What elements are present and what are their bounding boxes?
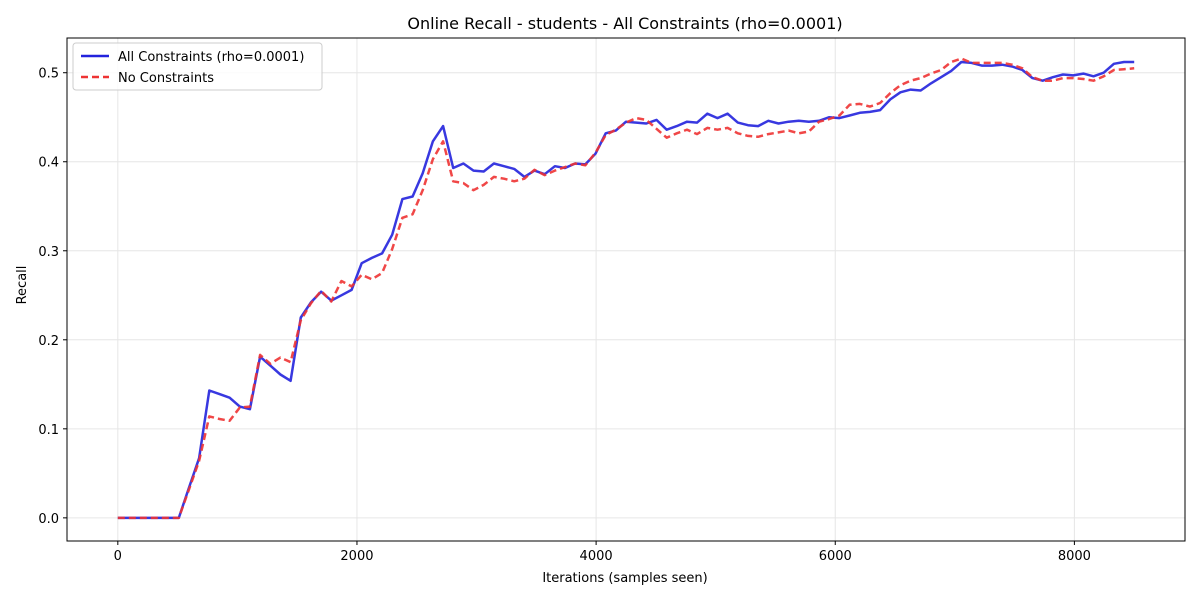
x-tick-label: 2000 [340, 549, 373, 564]
series-line-no-constraints [117, 57, 1135, 520]
x-tick-label: 0 [114, 549, 122, 564]
legend: All Constraints (rho=0.0001) No Constrai… [72, 42, 323, 91]
y-tick-label: 0.0 [38, 512, 59, 527]
plot-frame [66, 37, 1186, 542]
y-tick-label: 0.1 [38, 423, 59, 438]
y-tick-label: 0.4 [38, 156, 59, 171]
x-tick-label: 4000 [580, 549, 613, 564]
grid [67, 38, 1185, 541]
ticks: 0 2000 4000 6000 8000 0.0 0.1 0.2 0.3 0.4 0.5 [38, 67, 1091, 564]
legend-label-all-constraints: All Constraints (rho=0.0001) [118, 50, 304, 65]
chart-title: Online Recall - students - All Constrain… [407, 14, 842, 33]
y-tick-label: 0.2 [38, 334, 59, 349]
x-tick-label: 6000 [819, 549, 852, 564]
y-tick-label: 0.3 [38, 245, 59, 260]
series-line-all-constraints [117, 60, 1135, 520]
y-tick-label: 0.5 [38, 67, 59, 82]
y-axis-label: Recall [15, 266, 30, 305]
legend-label-no-constraints: No Constraints [118, 71, 214, 86]
series-group [117, 57, 1135, 520]
legend-box [72, 42, 323, 91]
x-tick-label: 8000 [1058, 549, 1091, 564]
x-axis-label: Iterations (samples seen) [542, 571, 707, 586]
